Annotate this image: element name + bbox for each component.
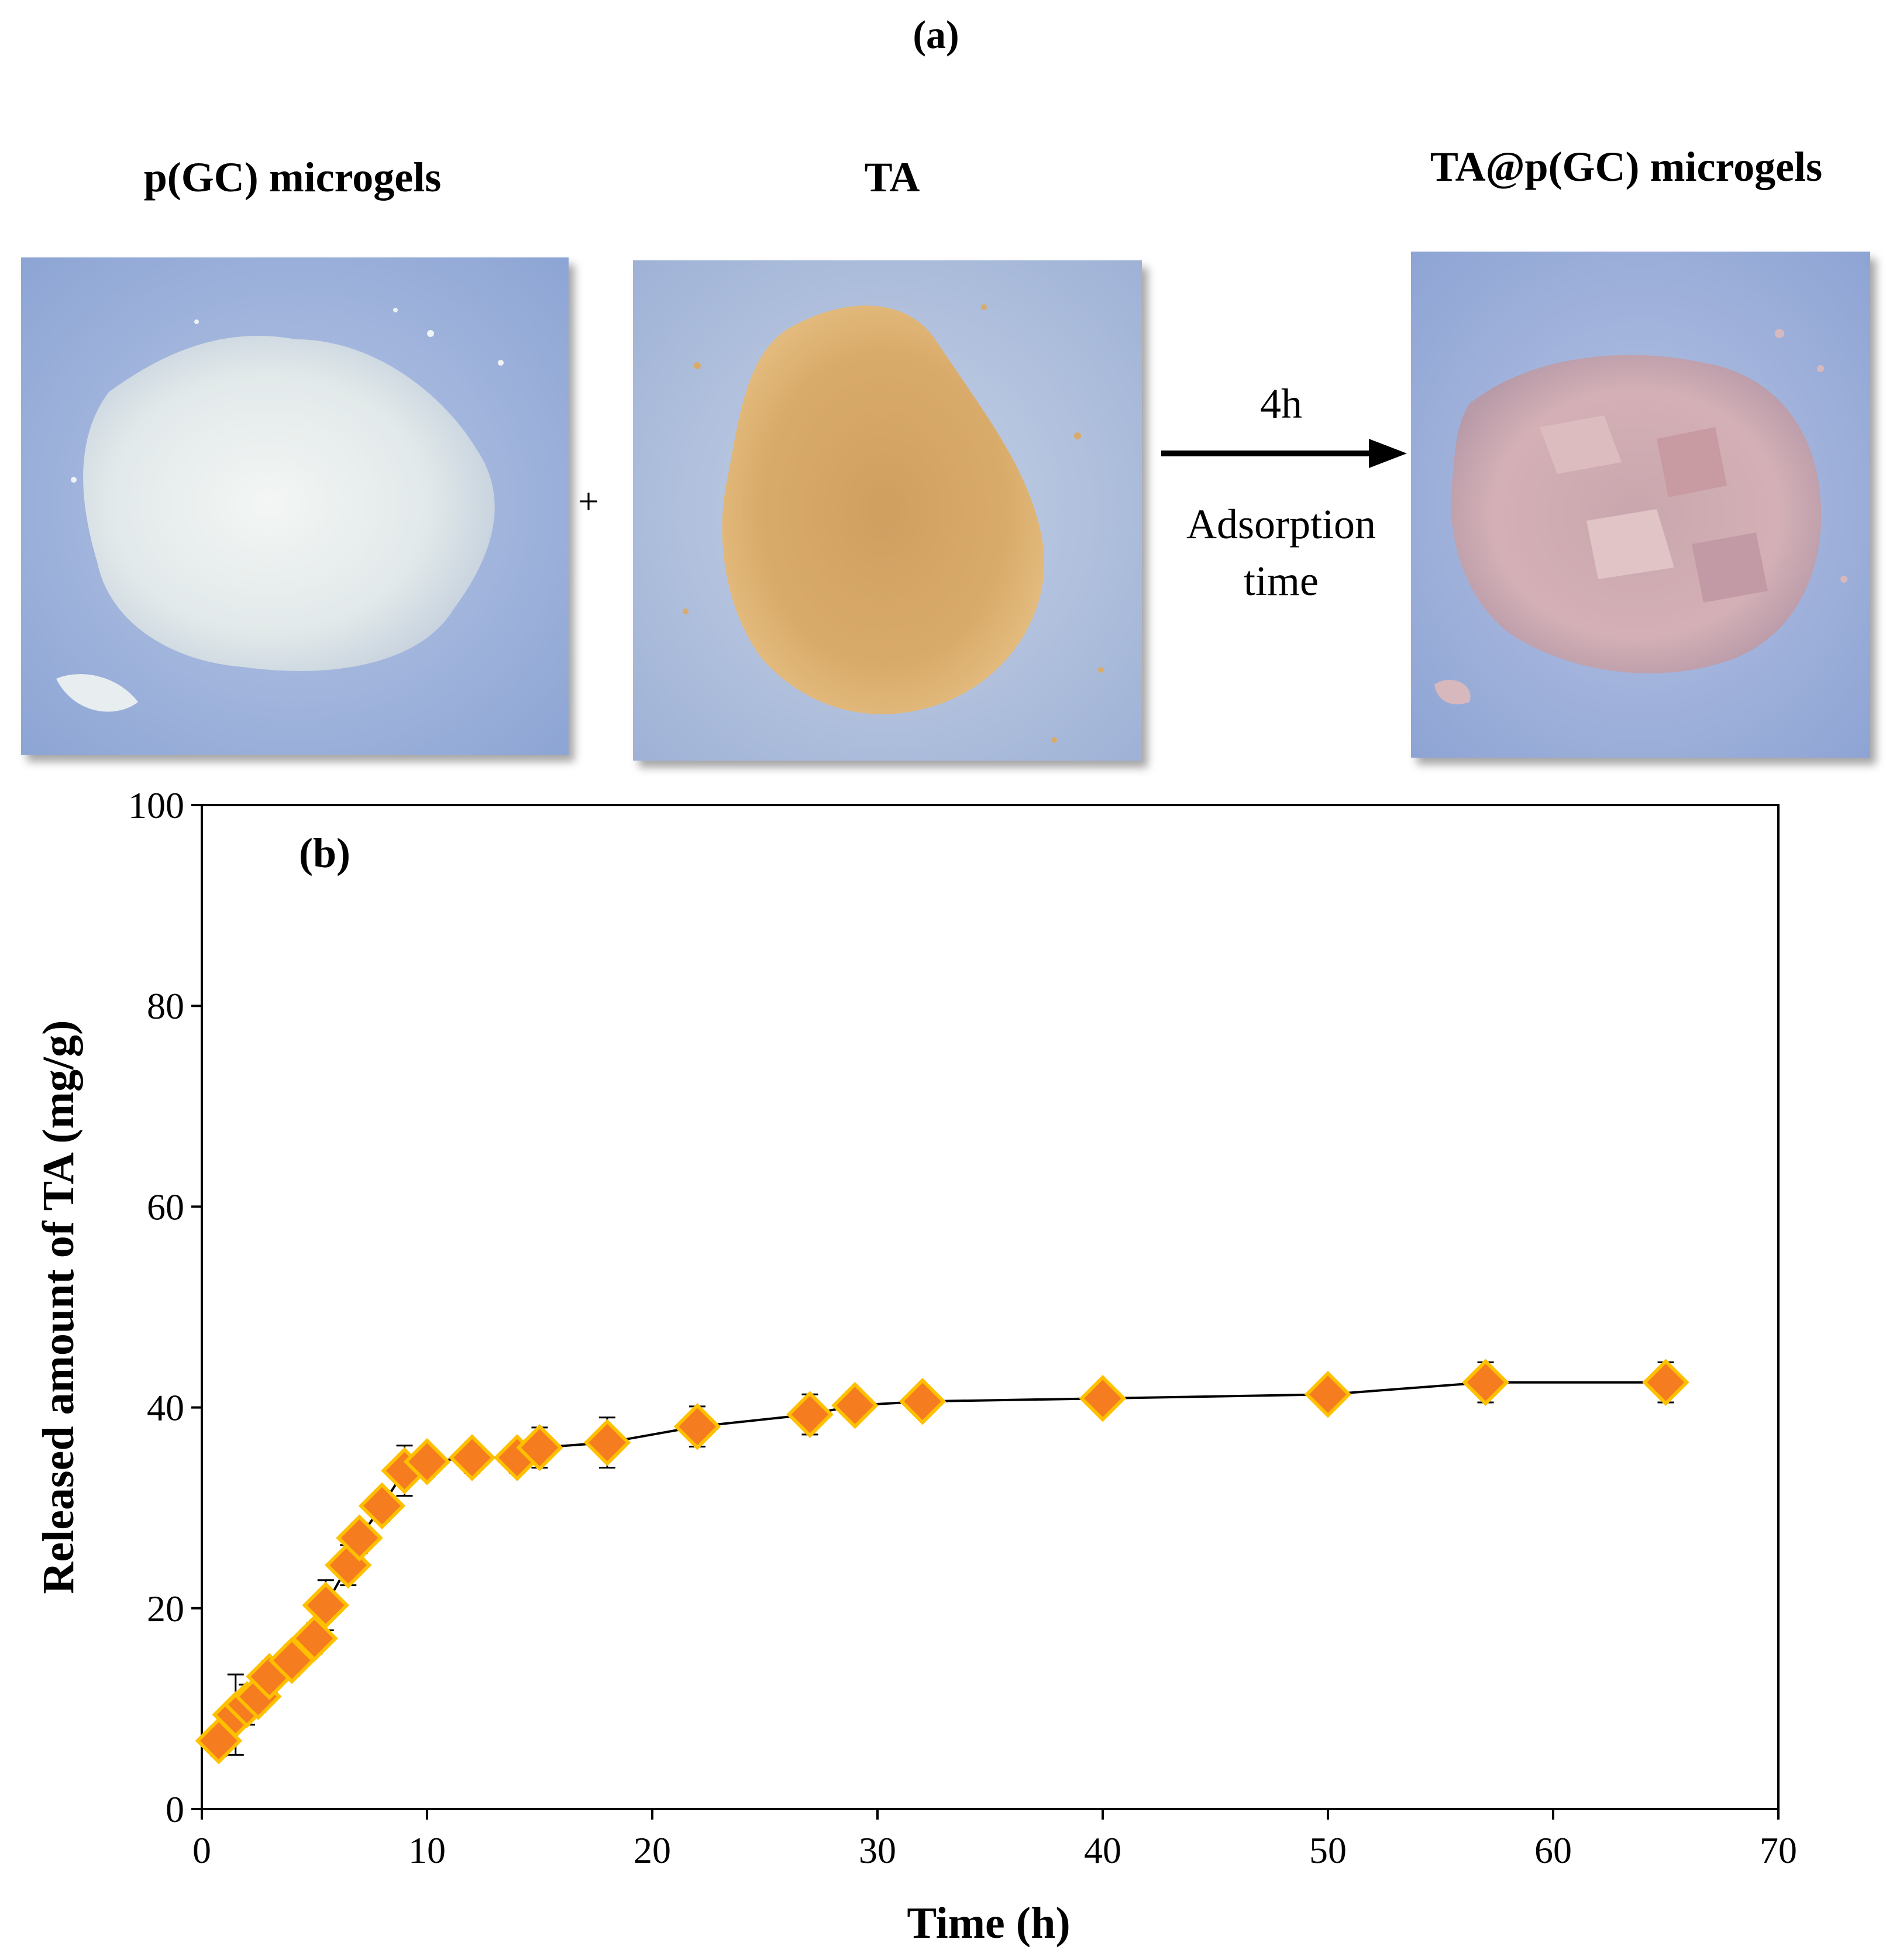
x-axis: 0 10 20 30 40 50 60 70 <box>192 1809 1797 1871</box>
photo-title-ta: TA <box>864 154 920 201</box>
x-tick-label: 40 <box>1084 1830 1121 1871</box>
data-point <box>899 1378 947 1425</box>
photo-title-pgc: p(GC) microgels <box>143 154 442 201</box>
y-tick-label: 100 <box>128 785 184 826</box>
data-point <box>786 1391 834 1438</box>
data-point <box>448 1434 496 1481</box>
data-point <box>673 1402 721 1450</box>
x-tick-label: 60 <box>1534 1830 1572 1871</box>
data-point <box>1642 1359 1689 1406</box>
photo-ta-pgc-microgels <box>1411 252 1870 758</box>
y-axis-label: Released amount of TA (mg/g) <box>34 1020 83 1594</box>
plus-sign: + <box>577 480 600 522</box>
data-point <box>403 1438 451 1486</box>
photo-title-ta-pgc: TA@p(GC) microgels <box>1430 143 1823 190</box>
y-tick-label: 0 <box>166 1789 184 1830</box>
data-point <box>516 1423 563 1471</box>
data-point <box>1079 1374 1127 1422</box>
data-point <box>302 1581 349 1629</box>
x-axis-label: Time (h) <box>907 1899 1070 1948</box>
x-tick-label: 10 <box>408 1830 446 1871</box>
y-axis: 0 20 40 60 80 100 <box>128 785 202 1830</box>
photo-ta <box>633 260 1142 761</box>
panel-b-label: (b) <box>299 830 350 876</box>
data-point <box>268 1636 316 1684</box>
release-chart: (b) 0 20 40 60 80 100 0 10 20 30 40 50 60 70 Time (h… <box>34 785 1797 1948</box>
x-tick-label: 20 <box>634 1830 671 1871</box>
y-tick-label: 40 <box>147 1387 184 1429</box>
plot-frame <box>201 804 1780 1810</box>
data-point <box>583 1419 631 1466</box>
data-point <box>358 1482 406 1530</box>
y-tick-label: 20 <box>147 1588 184 1629</box>
x-tick-label: 70 <box>1760 1830 1797 1871</box>
data-point <box>831 1381 879 1429</box>
data-point <box>336 1514 383 1562</box>
arrow-process-label: Adsorption time <box>1186 501 1376 605</box>
x-tick-label: 30 <box>859 1830 896 1871</box>
y-tick-label: 80 <box>147 985 184 1027</box>
x-tick-label: 0 <box>192 1830 211 1871</box>
arrow-icon <box>1161 439 1407 468</box>
arrow-time-label: 4h <box>1260 380 1302 427</box>
x-tick-label: 50 <box>1309 1830 1347 1871</box>
panel-a-label: (a) <box>913 12 959 57</box>
data-point <box>1304 1371 1352 1418</box>
data-point <box>1462 1359 1509 1406</box>
y-tick-label: 60 <box>147 1186 184 1227</box>
photo-pgc-microgels <box>21 257 569 755</box>
